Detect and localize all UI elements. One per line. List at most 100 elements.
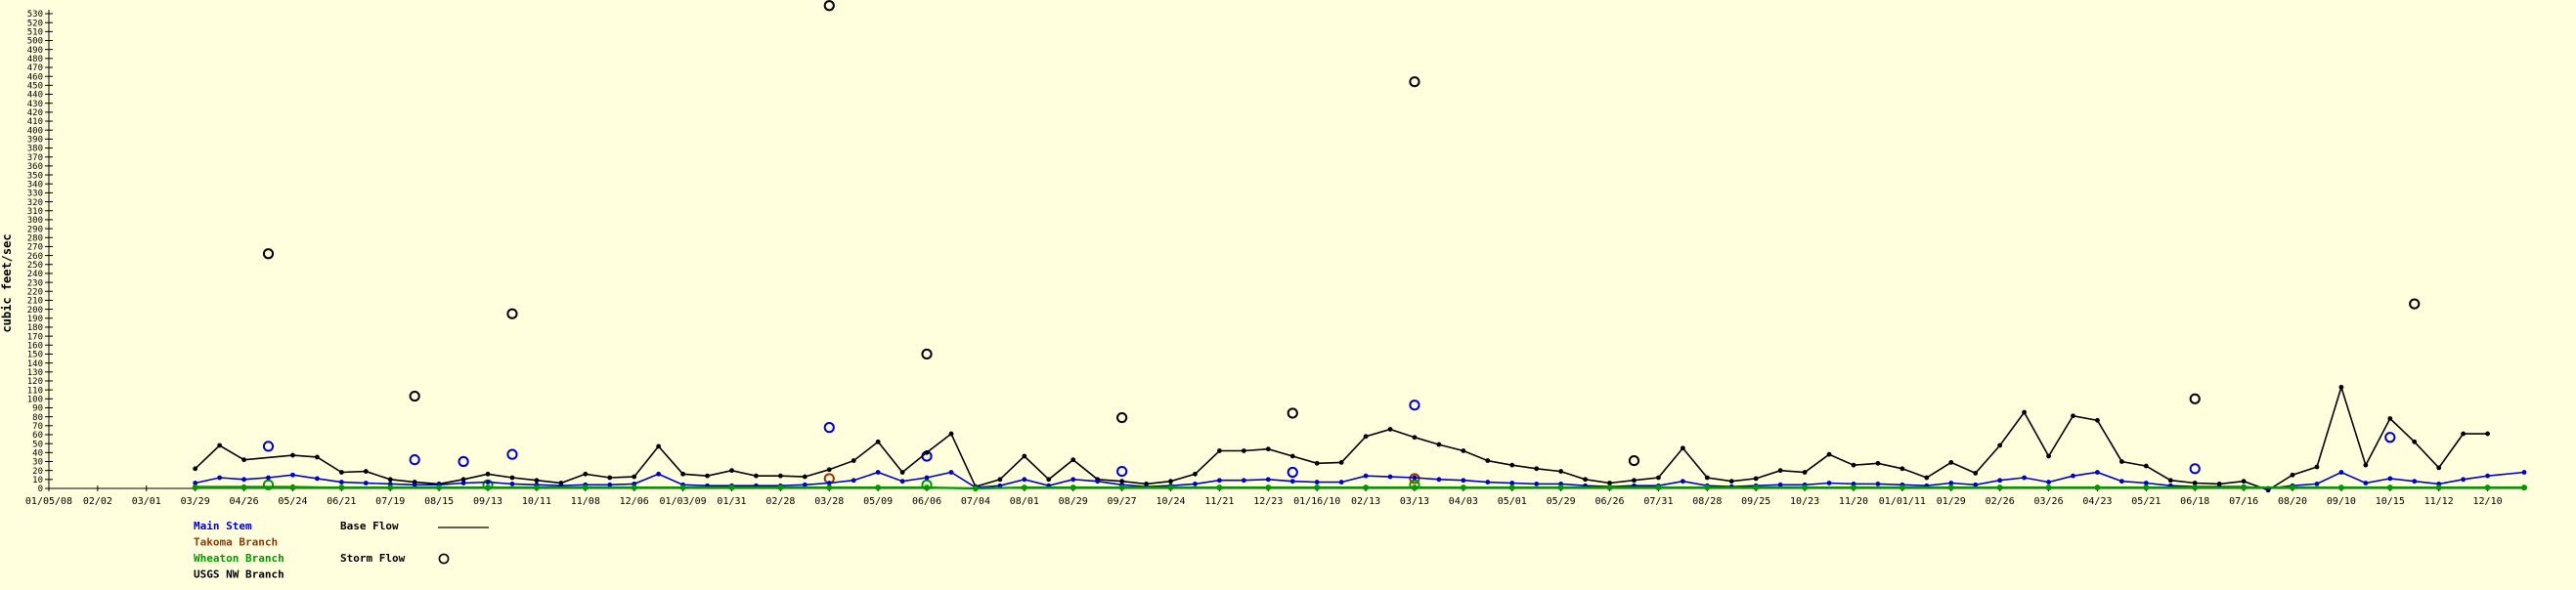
- base-flow-point-wheaton-branch: [2143, 485, 2150, 491]
- x-tick-label: 03/01: [132, 496, 161, 507]
- base-flow-point-usgs-nw-branch: [387, 477, 393, 483]
- base-flow-point-main-stem: [1022, 477, 1027, 483]
- legend-series-label: USGS NW Branch: [194, 569, 284, 581]
- y-tick-label: 0: [38, 485, 43, 494]
- base-flow-point-wheaton-branch: [826, 485, 833, 491]
- storm-flow-point-usgs-nw-branch: [409, 390, 420, 402]
- storm-flow-point-usgs-nw-branch: [506, 308, 518, 319]
- x-tick-label: 04/26: [230, 496, 259, 507]
- base-flow-point-wheaton-branch: [2521, 485, 2527, 491]
- base-flow-point-usgs-nw-branch: [2022, 409, 2028, 415]
- base-flow-point-usgs-nw-branch: [2387, 416, 2393, 421]
- base-flow-point-main-stem: [1875, 482, 1881, 486]
- x-tick-label: 09/27: [1108, 496, 1137, 507]
- base-flow-point-main-stem: [217, 475, 223, 481]
- base-flow-point-usgs-nw-branch: [2290, 472, 2295, 478]
- x-tick-label: 11/12: [2424, 496, 2454, 507]
- x-tick-label: 10/24: [1156, 496, 1185, 507]
- y-tick-label: 140: [27, 359, 43, 369]
- base-flow-point-usgs-nw-branch: [1289, 453, 1295, 459]
- y-tick-label: 170: [27, 332, 43, 342]
- storm-flow-point-main-stem: [506, 448, 518, 460]
- y-tick-label: 70: [32, 422, 43, 432]
- chart-axes: 0102030405060708090100110120130140150160…: [25, 10, 2526, 507]
- base-flow-point-usgs-nw-branch: [680, 471, 685, 477]
- x-tick-label: 01/31: [717, 496, 746, 507]
- x-tick-label: 03/26: [2034, 496, 2064, 507]
- base-flow-point-wheaton-branch: [1704, 485, 1711, 491]
- base-flow-point-usgs-nw-branch: [1607, 481, 1612, 485]
- base-flow-point-wheaton-branch: [1947, 485, 1954, 491]
- base-flow-point-main-stem: [1485, 480, 1491, 485]
- base-flow-point-main-stem: [2022, 475, 2028, 481]
- base-flow-point-usgs-nw-branch: [1485, 458, 1491, 463]
- base-flow-point-usgs-nw-branch: [1168, 479, 1173, 485]
- y-tick-label: 400: [27, 126, 43, 136]
- base-flow-point-usgs-nw-branch: [1997, 442, 2003, 448]
- base-flow-point-usgs-nw-branch: [2363, 462, 2369, 468]
- base-flow-point-usgs-nw-branch: [1948, 460, 1954, 465]
- x-tick-label: 06/21: [327, 496, 356, 507]
- base-flow-point-wheaton-branch: [1460, 485, 1466, 491]
- storm-flow-point-wheaton-branch: [262, 479, 275, 490]
- y-tick-label: 280: [27, 233, 43, 243]
- base-flow-lines: [192, 384, 2527, 493]
- y-tick-label: 110: [27, 386, 43, 396]
- y-tick-label: 40: [32, 449, 43, 459]
- base-flow-point-wheaton-branch: [1753, 485, 1760, 491]
- legend: Main Stem Takoma Branch Wheaton Branch USGS…: [194, 520, 489, 581]
- y-tick-label: 490: [27, 46, 43, 56]
- base-flow-point-main-stem: [1973, 482, 1979, 487]
- base-flow-point-usgs-nw-branch: [1583, 477, 1588, 483]
- storm-flow-point-main-stem: [409, 454, 420, 466]
- base-flow-point-main-stem: [2363, 481, 2369, 485]
- legend-storm-flow-circle-swatch: [438, 553, 450, 565]
- base-flow-point-wheaton-branch: [2484, 485, 2491, 491]
- x-tick-label: 01/05/08: [25, 496, 72, 507]
- x-tick-label: 10/15: [2376, 496, 2405, 507]
- y-tick-label: 60: [32, 431, 43, 441]
- y-tick-label: 210: [27, 297, 43, 307]
- base-flow-point-usgs-nw-branch: [777, 473, 783, 479]
- base-flow-point-wheaton-branch: [1996, 485, 2003, 491]
- base-flow-point-wheaton-branch: [1070, 485, 1076, 491]
- x-tick-label: 05/09: [863, 496, 893, 507]
- storm-flow-point-usgs-nw-branch: [1116, 411, 1128, 424]
- base-flow-point-usgs-nw-branch: [1753, 476, 1759, 482]
- base-flow-point-wheaton-branch: [1655, 485, 1662, 491]
- storm-flow-point-usgs-nw-branch: [262, 248, 275, 260]
- base-flow-point-usgs-nw-branch: [1632, 478, 1637, 484]
- base-flow-point-usgs-nw-branch: [1728, 479, 1734, 485]
- base-flow-point-main-stem: [1338, 480, 1344, 485]
- base-flow-point-usgs-nw-branch: [338, 470, 344, 475]
- base-flow-point-wheaton-branch: [631, 485, 637, 491]
- x-tick-label: 04/03: [1449, 496, 1478, 507]
- base-flow-point-usgs-nw-branch: [363, 469, 369, 474]
- base-flow-point-usgs-nw-branch: [1461, 448, 1466, 453]
- base-flow-point-usgs-nw-branch: [2461, 431, 2467, 437]
- base-flow-point-main-stem: [1997, 478, 2003, 484]
- base-flow-point-main-stem: [290, 472, 295, 478]
- base-flow-point-usgs-nw-branch: [2118, 459, 2124, 464]
- base-flow-point-main-stem: [1948, 481, 1954, 485]
- y-tick-label: 190: [27, 315, 43, 324]
- base-flow-point-usgs-nw-branch: [1924, 475, 1930, 481]
- base-flow-point-usgs-nw-branch: [1119, 479, 1125, 485]
- x-tick-label: 08/15: [424, 496, 454, 507]
- base-flow-point-usgs-nw-branch: [583, 471, 589, 477]
- base-flow-point-main-stem: [2071, 473, 2075, 479]
- storm-flow-point-main-stem: [1287, 466, 1298, 479]
- base-flow-point-main-stem: [2412, 479, 2418, 485]
- x-tick-label: 02/28: [765, 496, 795, 507]
- base-flow-point-usgs-nw-branch: [1412, 435, 1418, 441]
- x-tick-label: 09/13: [473, 496, 502, 507]
- base-flow-point-main-stem: [2521, 470, 2527, 475]
- storm-flow-point-main-stem: [262, 441, 275, 452]
- storm-flow-point-usgs-nw-branch: [1287, 407, 1298, 419]
- base-flow-point-usgs-nw-branch: [948, 431, 954, 437]
- base-flow-point-usgs-nw-branch: [1875, 460, 1881, 466]
- base-flow-point-usgs-nw-branch: [509, 475, 515, 481]
- base-flow-point-wheaton-branch: [1314, 485, 1321, 491]
- base-flow-point-main-stem: [899, 479, 905, 485]
